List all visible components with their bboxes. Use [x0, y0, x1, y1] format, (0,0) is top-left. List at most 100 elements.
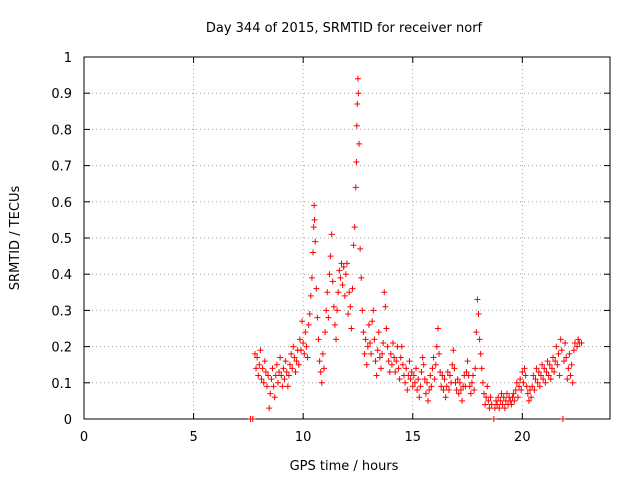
data-point: [456, 379, 463, 386]
data-point: [575, 336, 582, 343]
data-point: [438, 383, 445, 390]
data-point: [425, 397, 432, 404]
data-point: [344, 260, 350, 267]
y-tick-label: 0.5: [51, 232, 72, 247]
data-point: [342, 271, 349, 278]
data-point: [487, 394, 494, 401]
data-point: [331, 321, 338, 328]
data-point: [393, 358, 400, 365]
data-point: [290, 343, 297, 350]
data-point: [455, 390, 462, 397]
data-point: [475, 311, 482, 318]
data-point: [534, 379, 541, 386]
data-point: [303, 343, 310, 350]
data-point: [345, 311, 352, 318]
data-point: [432, 361, 439, 368]
data-point: [541, 365, 548, 372]
data-point: [508, 401, 515, 408]
data-point: [474, 296, 481, 303]
data-point: [563, 354, 570, 361]
data-point: [569, 379, 576, 386]
data-point: [276, 368, 283, 375]
data-point: [464, 358, 471, 365]
data-point: [537, 372, 544, 379]
data-point: [562, 339, 569, 346]
data-point: [431, 376, 438, 383]
data-point: [484, 383, 491, 390]
data-point: [261, 358, 268, 365]
data-point: [454, 376, 461, 383]
data-point: [535, 368, 542, 375]
data-point: [423, 379, 430, 386]
data-point: [434, 325, 441, 332]
y-tick-label: 0.6: [51, 196, 72, 211]
data-point: [410, 372, 417, 379]
data-point: [376, 354, 383, 361]
data-point: [512, 387, 519, 394]
data-point: [408, 368, 415, 375]
data-point: [544, 358, 551, 365]
data-point: [379, 350, 386, 357]
data-point: [391, 354, 398, 361]
data-point: [307, 292, 314, 299]
data-point: [411, 379, 418, 386]
data-point: [524, 390, 531, 397]
data-point: [429, 365, 436, 372]
data-point: [346, 289, 353, 296]
data-point: [285, 372, 292, 379]
data-point: [340, 263, 347, 270]
data-point: [482, 401, 489, 408]
data-point: [468, 379, 475, 386]
y-tick-label: 0.7: [51, 160, 72, 175]
data-point: [311, 216, 318, 223]
data-point: [267, 390, 274, 397]
data-point: [403, 365, 410, 372]
data-point: [272, 372, 279, 379]
data-point: [299, 318, 306, 325]
data-point: [419, 354, 426, 361]
data-point: [459, 397, 466, 404]
data-point: [365, 321, 372, 328]
data-point: [338, 260, 345, 267]
data-point: [528, 394, 535, 401]
data-point: [278, 372, 285, 379]
data-point: [555, 350, 562, 357]
data-point: [368, 350, 375, 357]
data-point: [382, 303, 389, 310]
data-point: [529, 383, 536, 390]
data-point: [518, 387, 525, 394]
data-point: [490, 416, 497, 422]
data-point: [300, 339, 307, 346]
data-point: [349, 285, 356, 292]
data-point: [308, 274, 315, 281]
data-point: [525, 397, 532, 404]
data-point: [447, 372, 454, 379]
data-point: [457, 387, 464, 394]
data-point: [472, 365, 479, 372]
data-point: [253, 365, 260, 372]
data-point: [377, 365, 384, 372]
y-tick-label: 0.8: [51, 123, 72, 138]
data-point: [353, 158, 360, 165]
x-tick-label: 20: [514, 430, 531, 445]
data-point: [519, 368, 526, 375]
data-point: [542, 379, 549, 386]
data-point: [333, 336, 340, 343]
data-point: [501, 405, 508, 412]
data-point: [296, 336, 303, 343]
data-point: [350, 242, 357, 249]
data-point: [449, 361, 456, 368]
data-point: [444, 368, 451, 375]
data-point: [471, 387, 478, 394]
data-point: [258, 376, 265, 383]
data-point: [323, 307, 330, 314]
data-point: [533, 365, 540, 372]
data-point: [269, 365, 276, 372]
data-point: [430, 354, 437, 361]
y-tick-label: 0.4: [51, 268, 72, 283]
x-tick-label: 0: [80, 430, 88, 445]
data-point: [540, 376, 547, 383]
data-point: [476, 336, 483, 343]
chart-title: Day 344 of 2015, SRMTID for receiver nor…: [206, 21, 483, 36]
data-point: [348, 325, 355, 332]
